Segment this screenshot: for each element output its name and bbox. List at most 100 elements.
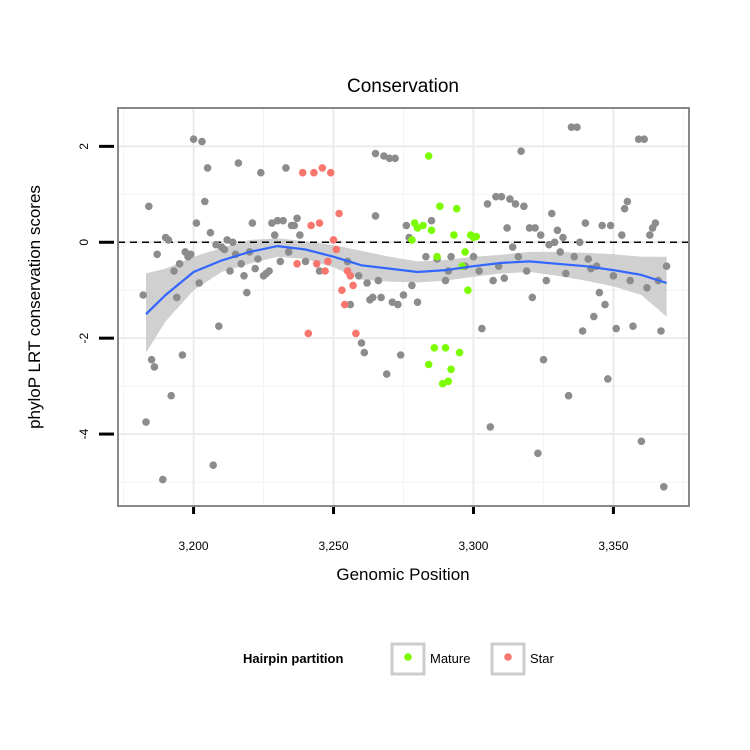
other-point (646, 231, 654, 239)
other-point (578, 327, 587, 335)
other-point (550, 238, 559, 247)
other-point (576, 238, 584, 247)
other-point (346, 300, 355, 309)
star-point (293, 260, 301, 268)
other-point (623, 197, 632, 206)
other-point (634, 135, 643, 143)
mature-point (433, 252, 441, 261)
mature-point (464, 286, 472, 295)
other-point (237, 260, 245, 268)
mature-point (408, 236, 416, 244)
other-point (441, 276, 450, 285)
star-point (312, 260, 321, 268)
legend-dot-mature (404, 653, 412, 661)
other-point (559, 233, 567, 242)
legend: Hairpin partition Mature Star (243, 642, 555, 676)
other-point (601, 300, 609, 309)
star-point (346, 272, 355, 280)
other-point (517, 147, 525, 155)
other-point (660, 483, 668, 491)
star-point (324, 257, 332, 266)
other-point (497, 192, 506, 201)
other-point (478, 324, 486, 333)
other-point (534, 449, 542, 458)
other-point (265, 267, 273, 275)
panel-border (117, 107, 690, 507)
mature-point (461, 248, 469, 256)
other-point (399, 291, 408, 299)
chart-title: Conservation (347, 76, 459, 97)
other-point (427, 216, 436, 225)
star-point (321, 267, 329, 275)
star-point (318, 164, 327, 172)
other-point (220, 245, 229, 254)
other-point (226, 267, 234, 275)
other-point (279, 216, 287, 225)
legend-title: Hairpin partition (243, 651, 343, 666)
star-point (315, 219, 324, 227)
other-point (528, 293, 537, 302)
other-point (315, 267, 324, 275)
other-point (209, 461, 217, 470)
other-point (396, 351, 405, 359)
other-point (618, 231, 626, 239)
y-tick-label: 2 (77, 143, 91, 150)
star-point (338, 286, 346, 295)
other-point (606, 221, 615, 230)
other-point (525, 224, 534, 232)
confidence-band (146, 238, 667, 353)
other-point (150, 363, 159, 371)
star-point (307, 221, 315, 230)
other-point (248, 219, 257, 227)
other-point (486, 423, 495, 431)
other-point (195, 279, 203, 287)
mature-point (427, 226, 436, 235)
mature-point (436, 202, 444, 211)
y-tick-label: -4 (77, 428, 91, 439)
other-point (506, 195, 514, 203)
star-point (310, 168, 318, 177)
other-point (360, 348, 369, 357)
other-point (413, 298, 422, 307)
other-point (363, 279, 371, 287)
confidence-band-layer (146, 238, 667, 353)
other-point (522, 267, 531, 275)
mature-point (430, 344, 439, 352)
plot-panel (117, 107, 690, 507)
other-point (475, 267, 483, 275)
other-point (620, 204, 629, 213)
other-point (173, 293, 181, 302)
other-point (612, 324, 620, 333)
legend-label-star: Star (530, 651, 555, 666)
other-point (556, 248, 564, 256)
x-axis: 3,200 3,250 3,300 3,350 (179, 507, 629, 553)
other-point (167, 391, 175, 400)
mature-point (472, 232, 481, 241)
other-point (203, 164, 212, 172)
other-point (159, 475, 167, 484)
other-point (251, 264, 259, 273)
other-point (553, 226, 562, 235)
other-point (270, 231, 279, 239)
other-point (511, 200, 520, 208)
other-point (296, 231, 304, 239)
other-point (662, 262, 671, 271)
other-point (542, 276, 551, 285)
other-point (567, 123, 576, 131)
star-point (332, 245, 341, 254)
star-point (326, 168, 335, 177)
x-tick-label: 3,200 (179, 539, 209, 553)
other-point (382, 370, 391, 378)
other-point (562, 269, 570, 278)
other-point (215, 322, 223, 331)
other-point (371, 212, 380, 220)
other-point (408, 281, 416, 290)
other-point (604, 375, 612, 383)
other-point (651, 219, 660, 227)
other-point (640, 135, 648, 143)
other-point (500, 274, 509, 283)
other-point (273, 216, 282, 225)
other-point (595, 288, 604, 297)
other-point (385, 154, 394, 163)
